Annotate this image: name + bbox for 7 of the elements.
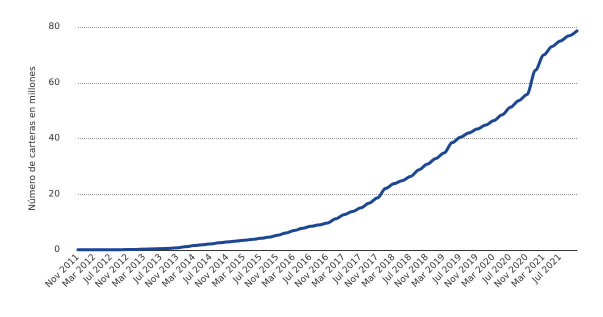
y-tick-label: 20 [48, 189, 60, 200]
y-tick-label: 0 [54, 245, 60, 255]
y-tick-label: 60 [48, 78, 60, 88]
y-axis-title: Número de carteras en millones [27, 66, 38, 211]
y-tick-label: 80 [48, 22, 60, 32]
y-tick-label: 40 [48, 134, 60, 144]
line-series [76, 29, 578, 252]
